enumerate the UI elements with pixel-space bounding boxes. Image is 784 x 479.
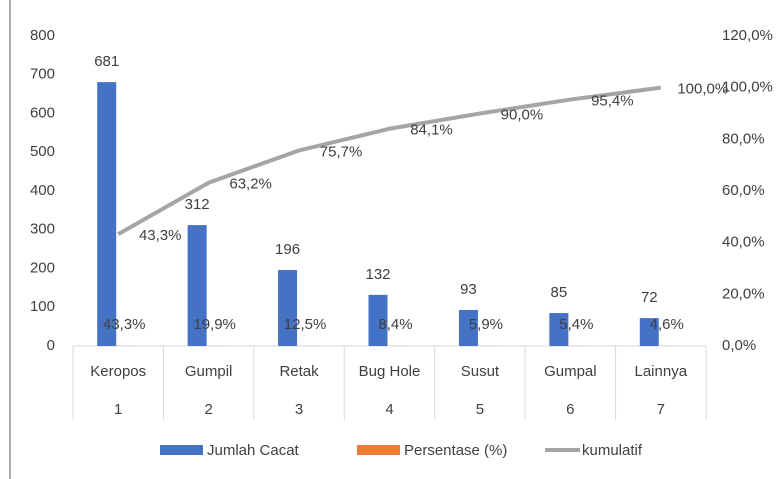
x-tick-label: Bug Hole [359, 363, 421, 380]
bar [549, 313, 569, 346]
data-label: 12,5% [284, 316, 327, 333]
x-tick-label-level2: 1 [114, 401, 122, 418]
data-label: 8,4% [378, 316, 412, 333]
bar [368, 294, 388, 346]
bar [639, 318, 659, 346]
x-tick-label-level2: 6 [566, 401, 574, 418]
x-tick-label-level2: 7 [657, 401, 665, 418]
data-label: 84,1% [410, 122, 453, 139]
y-tick-label: 600 [30, 104, 55, 121]
y2-tick-label: 40,0% [722, 234, 765, 251]
x-tick-label-level2: 4 [385, 401, 393, 418]
y2-tick-label: 120,0% [722, 27, 773, 44]
legend-swatch [160, 445, 203, 455]
x-tick-label: Retak [279, 363, 319, 380]
data-label: 43,3% [139, 227, 182, 244]
y-tick-label: 100 [30, 298, 55, 315]
legend-label: kumulatif [582, 442, 643, 459]
data-label: 75,7% [320, 143, 363, 160]
legend-label: Jumlah Cacat [207, 442, 300, 459]
x-tick-label-level2: 3 [295, 401, 303, 418]
legend-swatch [357, 445, 400, 455]
data-label: 312 [185, 196, 210, 213]
data-label: 4,6% [650, 316, 684, 333]
data-label: 93 [460, 281, 477, 298]
line [117, 85, 662, 236]
x-tick-label: Susut [461, 363, 500, 380]
data-label: 85 [551, 284, 568, 301]
bar [278, 270, 298, 346]
data-label: 90,0% [501, 106, 544, 123]
data-label: 43,3% [103, 316, 146, 333]
data-label: 63,2% [229, 176, 272, 193]
data-label: 5,9% [469, 316, 503, 333]
y2-tick-label: 80,0% [722, 130, 765, 147]
data-label: 95,4% [591, 93, 634, 110]
x-tick-label-level2: 2 [204, 401, 212, 418]
data-label: 196 [275, 241, 300, 258]
y2-tick-label: 0,0% [722, 337, 756, 354]
legend-label: Persentase (%) [404, 442, 507, 459]
y2-tick-label: 100,0% [722, 79, 773, 96]
y-tick-label: 400 [30, 182, 55, 199]
x-tick-label: Gumpil [185, 363, 233, 380]
y-tick-label: 0 [47, 337, 55, 354]
x-tick-label: Gumpal [544, 363, 597, 380]
x-tick-label: Keropos [90, 363, 146, 380]
x-tick-label: Lainnya [635, 363, 688, 380]
y-tick-label: 700 [30, 66, 55, 83]
data-label: 681 [94, 53, 119, 70]
bar [458, 309, 478, 346]
data-label: 100,0% [677, 81, 728, 98]
data-label: 132 [365, 266, 390, 283]
y2-tick-label: 20,0% [722, 285, 765, 302]
y-tick-label: 500 [30, 143, 55, 160]
y-tick-label: 200 [30, 259, 55, 276]
y2-tick-label: 60,0% [722, 182, 765, 199]
bar [187, 225, 207, 346]
y-tick-label: 300 [30, 221, 55, 238]
data-label: 72 [641, 289, 658, 306]
x-tick-label-level2: 5 [476, 401, 484, 418]
bar [97, 82, 117, 347]
y-tick-label: 800 [30, 27, 55, 44]
data-label: 5,4% [559, 316, 593, 333]
data-label: 19,9% [193, 316, 236, 333]
